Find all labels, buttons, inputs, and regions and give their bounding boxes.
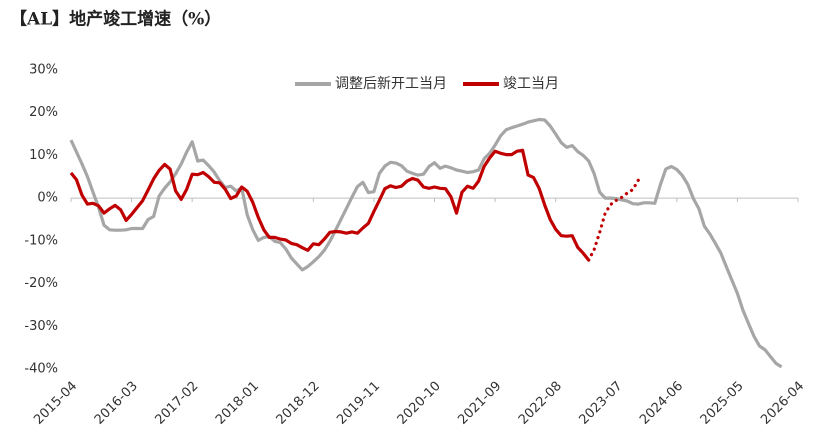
x-tick-label: 2021-09 <box>455 379 504 428</box>
y-tick-label: -20% <box>24 276 58 291</box>
y-tick-label: -40% <box>24 362 58 377</box>
y-tick-label: 0% <box>37 191 58 206</box>
x-tick-label: 2015-04 <box>31 379 80 428</box>
legend-label: 竣工当月 <box>503 76 559 92</box>
y-tick-label: -10% <box>24 233 58 248</box>
y-tick-label: 30% <box>29 63 58 78</box>
legend-label: 调整后新开工当月 <box>335 76 447 92</box>
series-line <box>69 148 590 262</box>
x-tick-label: 2017-02 <box>152 379 201 428</box>
x-tick-label: 2024-06 <box>637 379 686 428</box>
x-tick-label: 2016-03 <box>92 379 141 428</box>
x-tick-label: 2026-04 <box>758 379 807 428</box>
x-tick-label: 2018-01 <box>213 379 262 428</box>
series-line <box>587 178 640 262</box>
x-tick-label: 2022-08 <box>516 379 565 428</box>
x-tick-label: 2018-12 <box>274 379 323 428</box>
x-tick-label: 2023-07 <box>577 379 626 428</box>
y-tick-label: 20% <box>29 105 58 120</box>
x-tick-label: 2020-10 <box>395 379 444 428</box>
y-tick-label: 10% <box>29 148 58 163</box>
y-tick-label: -30% <box>24 319 58 334</box>
chart-title: 【AL】地产竣工增速（%） <box>10 9 221 30</box>
series-line <box>69 117 783 369</box>
x-tick-label: 2025-05 <box>698 379 747 428</box>
x-tick-label: 2019-11 <box>334 379 383 428</box>
